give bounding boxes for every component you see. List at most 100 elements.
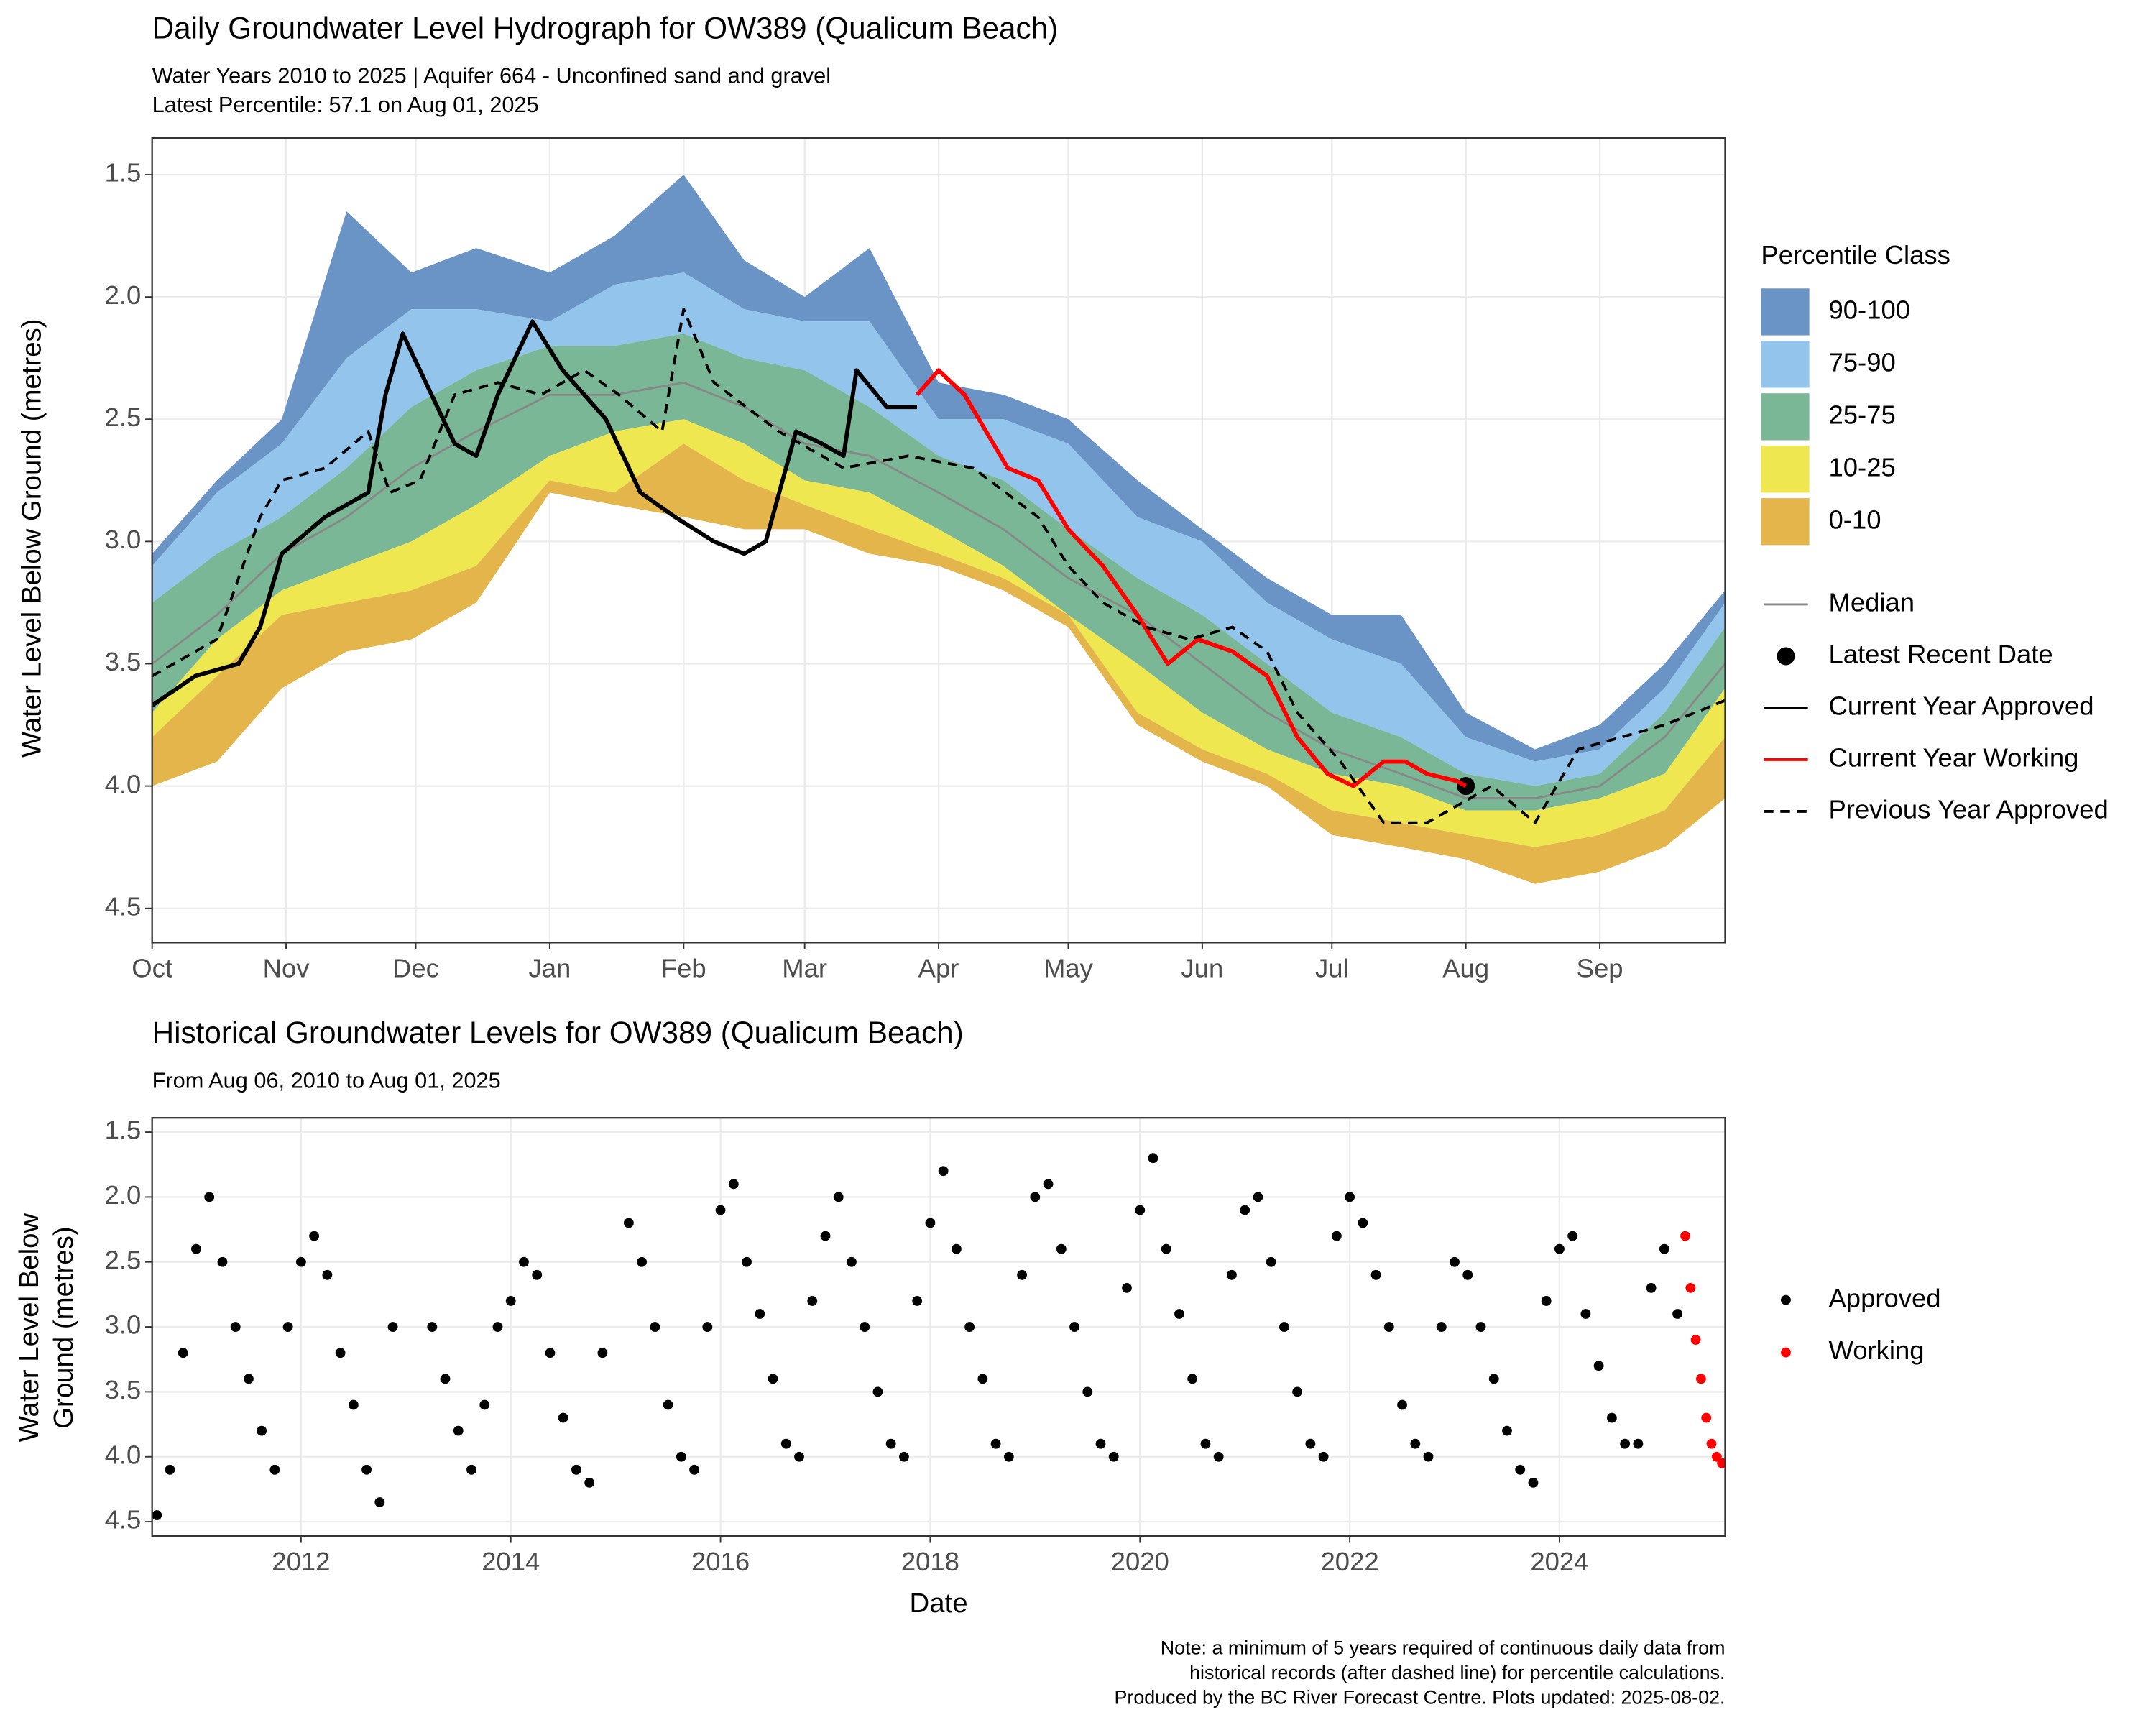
data-point — [374, 1497, 385, 1507]
legend-label: Current Year Approved — [1828, 691, 2093, 721]
legend-label: Latest Recent Date — [1828, 640, 2053, 669]
data-point — [597, 1348, 608, 1358]
data-point — [257, 1425, 267, 1436]
x-tick-label: Feb — [661, 953, 706, 983]
data-point — [440, 1374, 451, 1384]
percentile-band — [152, 334, 1726, 811]
x-tick-label: Mar — [782, 953, 827, 983]
legend-marker — [1781, 1347, 1791, 1358]
y-tick-label: 1.5 — [105, 158, 142, 188]
data-point — [1200, 1438, 1211, 1449]
data-point — [623, 1218, 634, 1228]
data-point — [755, 1309, 765, 1319]
data-point — [545, 1348, 556, 1358]
percentile-band — [152, 419, 1726, 847]
data-point — [1515, 1464, 1526, 1475]
chart-subtitle: Latest Percentile: 57.1 on Aug 01, 2025 — [152, 92, 539, 117]
x-tick-label: 2024 — [1530, 1547, 1588, 1576]
data-point — [1397, 1399, 1407, 1410]
legend-label: 0-10 — [1828, 505, 1881, 534]
x-tick-label: Jul — [1315, 953, 1349, 983]
data-point — [1227, 1269, 1237, 1280]
data-point — [663, 1399, 673, 1410]
legend-swatch — [1761, 341, 1810, 388]
legend-label: Current Year Working — [1828, 743, 2078, 773]
data-point — [322, 1269, 333, 1280]
data-point — [191, 1243, 201, 1254]
x-tick-label: 2018 — [901, 1547, 959, 1576]
data-point — [1161, 1243, 1171, 1254]
data-point — [650, 1322, 660, 1332]
data-point — [387, 1322, 398, 1332]
x-tick-label: 2012 — [272, 1547, 330, 1576]
x-tick-label: May — [1044, 953, 1094, 983]
series-line — [152, 308, 1726, 824]
data-point — [204, 1192, 215, 1202]
series-line — [152, 319, 918, 707]
y-tick-label: 2.5 — [105, 1245, 142, 1274]
data-point — [532, 1269, 543, 1280]
data-point — [1502, 1425, 1512, 1436]
legend-label: 25-75 — [1828, 400, 1895, 429]
legend-label: 90-100 — [1828, 295, 1910, 325]
note: historical records (after dashed line) f… — [1189, 1662, 1725, 1683]
data-point — [964, 1322, 975, 1332]
x-tick-label: Jan — [528, 953, 571, 983]
y-tick-label: 4.0 — [105, 769, 142, 799]
chart-subtitle: From Aug 06, 2010 to Aug 01, 2025 — [152, 1067, 501, 1092]
data-point — [885, 1438, 896, 1449]
data-point — [453, 1425, 464, 1436]
data-point — [571, 1464, 581, 1475]
x-tick-label: Oct — [132, 953, 172, 983]
data-point — [715, 1205, 726, 1215]
data-point — [1580, 1309, 1591, 1319]
data-point — [165, 1464, 175, 1475]
x-tick-label: Apr — [918, 953, 959, 983]
data-point — [1345, 1192, 1355, 1202]
data-point — [335, 1348, 346, 1358]
data-point — [951, 1243, 962, 1254]
data-point — [1554, 1243, 1565, 1254]
x-axis-title: Date — [910, 1588, 968, 1619]
data-point — [1279, 1322, 1289, 1332]
data-point — [519, 1256, 529, 1267]
data-point — [1541, 1296, 1552, 1306]
y-tick-label: 2.0 — [105, 280, 142, 310]
data-point — [1672, 1309, 1682, 1319]
data-point — [1266, 1256, 1276, 1267]
x-tick-label: Dec — [392, 953, 439, 983]
data-point — [1706, 1438, 1717, 1449]
grid — [152, 1118, 1726, 1536]
plot-area — [152, 175, 1726, 884]
data-point — [1043, 1179, 1054, 1190]
data-point — [1696, 1374, 1706, 1384]
data-point — [1462, 1269, 1473, 1280]
data-point — [728, 1179, 739, 1190]
data-point — [270, 1464, 280, 1475]
data-point — [807, 1296, 818, 1306]
legend-label: Median — [1828, 588, 1915, 617]
data-point — [1122, 1282, 1132, 1293]
data-point — [1659, 1243, 1669, 1254]
series-line — [915, 368, 1468, 788]
data-point — [637, 1256, 648, 1267]
chart-title: Daily Groundwater Level Hydrograph for O… — [152, 11, 1059, 45]
data-point — [925, 1218, 936, 1228]
data-point — [1436, 1322, 1447, 1332]
data-point — [1701, 1412, 1712, 1423]
chart-subtitle: Water Years 2010 to 2025 | Aquifer 664 -… — [152, 63, 831, 88]
data-point — [1680, 1230, 1690, 1241]
data-point — [1108, 1451, 1119, 1462]
y-axis-title: Water Level Below — [14, 1213, 45, 1443]
y-tick-label: 1.5 — [105, 1116, 142, 1145]
legend-title: Percentile Class — [1761, 240, 1950, 270]
data-point — [558, 1412, 568, 1423]
legend-label: 75-90 — [1828, 348, 1895, 377]
data-point — [1620, 1438, 1631, 1449]
plot-border — [151, 1117, 1726, 1537]
data-point — [1633, 1438, 1644, 1449]
x-tick-label: 2020 — [1111, 1547, 1169, 1576]
legend-swatch — [1761, 446, 1810, 493]
